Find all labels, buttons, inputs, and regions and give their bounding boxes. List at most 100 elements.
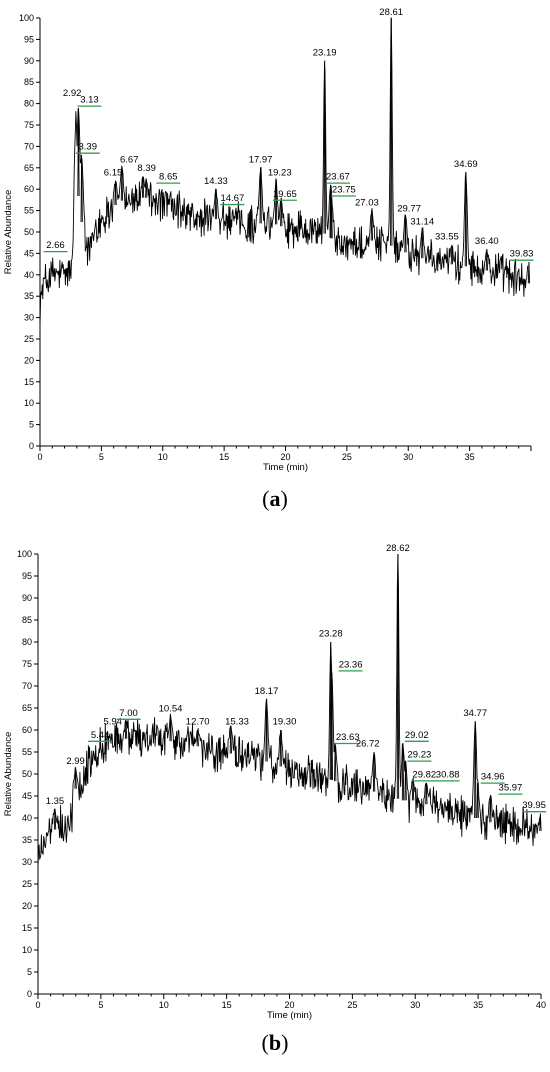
y-tick-label: 15 [24,377,34,387]
y-tick-label: 5 [29,420,34,430]
y-tick-label: 75 [24,120,34,130]
peak-apex [145,180,148,198]
chromatogram-trace [37,554,541,866]
peak-label: 8.65 [159,172,178,183]
peak-label: 2.99 [66,756,85,767]
peak-label: 6.67 [120,155,139,166]
peak-label: 14.67 [220,193,244,204]
y-tick-label: 50 [24,227,34,237]
y-tick-label: 35 [22,835,32,845]
peak-apex [81,154,83,223]
peak-apex [528,261,531,284]
y-tick-label: 90 [22,593,32,603]
peak-label: 23.19 [313,48,337,59]
y-tick-label: 85 [22,615,32,625]
x-tick-label: 15 [219,452,229,462]
y-tick-label: 65 [24,163,34,173]
x-tick-label: 20 [284,1000,294,1010]
y-tick-label: 55 [24,206,34,216]
peak-apex [280,729,282,767]
peak-label: 33.55 [435,232,459,243]
peak-label: 3.39 [78,142,97,153]
y-axis-title: Relative Abundance [3,732,14,817]
y-axis-title: Relative Abundance [3,190,14,275]
peak-apex [421,227,424,259]
peak-label: 8.39 [137,163,156,174]
panel-letter-b: b [268,1030,282,1055]
peak-label: 19.23 [268,167,292,178]
peak-label: 27.03 [355,197,379,208]
y-tick-label: 5 [27,967,32,977]
peak-apex [275,180,278,225]
y-tick-label: 20 [22,901,32,911]
peak-apex [465,172,468,267]
y-tick-label: 0 [27,989,32,999]
y-tick-label: 90 [24,56,34,66]
peak-apex [371,210,373,241]
y-tick-label: 40 [24,270,34,280]
y-tick-label: 100 [19,13,34,23]
peak-apex [77,107,80,197]
peak-apex [54,809,57,830]
x-tick-label: 5 [98,1000,103,1010]
peak-apex [474,721,477,819]
y-tick-label: 80 [24,99,34,109]
x-tick-label: 15 [222,1000,232,1010]
peak-label: 18.17 [255,686,279,697]
peak-apex [324,60,326,234]
peak-label: 26.72 [356,739,380,750]
x-tick-label: 35 [465,452,475,462]
y-tick-label: 0 [29,441,34,451]
peak-label: 23.63 [336,732,360,743]
peak-label: 7.00 [119,708,138,719]
y-tick-label: 45 [24,248,34,258]
x-tick-label: 10 [159,1000,169,1010]
peak-apex [75,769,77,789]
peak-apex [215,189,218,220]
y-tick-label: 85 [24,77,34,87]
peak-label: 5.94 [103,717,122,728]
y-tick-label: 20 [24,355,34,365]
y-tick-label: 60 [24,184,34,194]
peak-label: 3.13 [80,95,99,106]
y-tick-label: 95 [24,34,34,44]
x-tick-label: 10 [158,452,168,462]
y-tick-label: 30 [24,313,34,323]
y-tick-label: 30 [22,857,32,867]
peak-apex [405,760,407,801]
peak-label: 15.33 [225,717,249,728]
peak-apex [115,180,117,206]
peak-apex [486,249,488,271]
peak-apex [477,782,479,819]
peak-label: 23.75 [332,184,356,195]
y-tick-label: 50 [22,769,32,779]
y-tick-label: 25 [22,879,32,889]
peak-apex [170,716,172,742]
y-tick-label: 25 [24,334,34,344]
y-tick-label: 65 [22,703,32,713]
peak-apex [331,672,333,780]
chromatogram-panel-b: 0 5 10 15 20 25 30 35 40 45 50 55 60 65 70 75 80 85 90 95 10… [0,536,550,1072]
peak-apex [280,197,283,227]
peak-apex [451,244,454,265]
y-tick-label: 75 [22,659,32,669]
y-tick-label: 55 [22,747,32,757]
peak-label: 35.97 [499,783,523,794]
peak-label: 19.65 [273,189,297,200]
peak-label: 30.88 [436,769,460,780]
peak-label: 34.69 [454,159,478,170]
peak-label: 31.14 [410,217,434,228]
y-tick-label: 40 [22,813,32,823]
peak-apex [397,553,400,799]
x-tick-label: 5 [99,452,104,462]
peak-apex [425,782,428,805]
x-axis-title: Time (min) [263,462,308,473]
x-tick-label: 25 [347,1000,357,1010]
peak-label: 19.30 [273,717,297,728]
peak-label: 29.82 [412,769,436,780]
x-tick-label: 40 [536,1000,546,1010]
y-tick-label: 10 [22,945,32,955]
peak-apex [404,214,407,253]
x-tick-label: 30 [410,1000,420,1010]
peak-label: 36.40 [475,236,499,247]
